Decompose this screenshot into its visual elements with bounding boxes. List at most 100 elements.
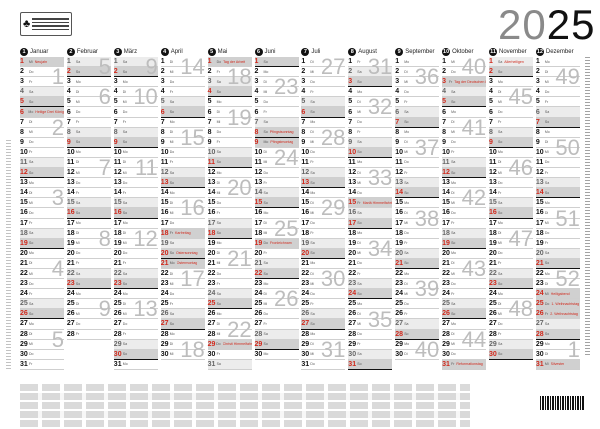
day-cell[interactable]: 7 Do (348, 118, 393, 128)
day-cell[interactable]: 22 Mo (395, 269, 440, 280)
day-cell[interactable]: 15 Do (207, 198, 252, 209)
day-cell[interactable]: 30 Do (442, 350, 487, 360)
day-cell[interactable]: 6 Mo (442, 107, 487, 118)
day-cell[interactable]: 9 Mi (301, 138, 346, 148)
day-cell[interactable]: 9 So (66, 137, 111, 148)
day-cell[interactable]: 10 Mo (66, 148, 111, 158)
day-cell[interactable]: 23 So (489, 279, 533, 290)
day-cell[interactable]: 1 Sa Allerheiligen (489, 57, 533, 68)
day-cell[interactable]: 24 Mo (489, 289, 533, 300)
day-cell[interactable]: 30 Sa (348, 349, 393, 360)
day-cell[interactable]: 22 Sa (66, 268, 111, 280)
day-cell[interactable]: 19 So (442, 238, 487, 249)
day-cell[interactable]: 14 Fr (113, 188, 158, 199)
day-cell[interactable]: 3 Mi (535, 77, 580, 88)
day-cell[interactable]: 12 So (20, 168, 64, 179)
day-cell[interactable]: 15 Sa (489, 198, 533, 209)
day-cell[interactable]: 5 Sa (160, 97, 205, 108)
day-cell[interactable]: 11 Fr (160, 158, 205, 169)
day-cell[interactable]: 29 Mi (20, 340, 64, 350)
day-cell[interactable]: 27 Sa (535, 319, 580, 330)
day-cell[interactable]: 19 Fr (535, 239, 580, 249)
day-cell[interactable]: 26 Fr 2. Weihnachtstag (535, 309, 580, 320)
day-cell[interactable]: 2 Mi (301, 67, 346, 78)
day-cell[interactable]: 29 Mo (395, 340, 440, 350)
day-cell[interactable]: 17 Mo (66, 219, 111, 229)
day-cell[interactable]: 16 Di (535, 208, 580, 219)
day-cell[interactable]: 30 Di (395, 350, 440, 360)
day-cell[interactable]: 23 Do (442, 279, 487, 290)
day-cell[interactable]: 2 Do (442, 67, 487, 78)
day-cell[interactable]: 6 Mo Heilige Drei Könige (20, 107, 64, 118)
day-cell[interactable]: 4 Sa (442, 87, 487, 98)
day-cell[interactable]: 8 So Pfingstsonntag (254, 127, 299, 138)
day-cell[interactable]: 19 Sa (160, 238, 205, 249)
day-cell[interactable]: 3 Mi (395, 77, 440, 88)
day-cell[interactable]: 7 Di (442, 118, 487, 128)
day-cell[interactable]: 25 So (207, 299, 252, 310)
day-cell[interactable]: 27 Do (113, 319, 158, 330)
day-cell[interactable]: 1 Mi (442, 57, 487, 68)
day-cell[interactable]: 20 Do (489, 249, 533, 259)
day-cell[interactable]: 16 Mi (160, 208, 205, 219)
day-cell[interactable]: 24 So (348, 289, 393, 300)
day-cell[interactable]: 3 Sa (207, 77, 252, 88)
day-cell[interactable]: 25 Fr (301, 299, 346, 310)
day-cell[interactable]: 5 Mi (489, 97, 533, 108)
day-cell[interactable]: 7 Fr (489, 118, 533, 128)
day-cell[interactable]: 25 Di (489, 299, 533, 310)
day-cell[interactable]: 9 So (489, 137, 533, 148)
day-cell[interactable]: 13 Do (66, 178, 111, 189)
day-cell[interactable]: 20 Mo (20, 249, 64, 259)
day-cell[interactable]: 5 So (442, 97, 487, 108)
day-cell[interactable]: 6 Mi (348, 107, 393, 118)
day-cell[interactable]: 8 Mo (395, 128, 440, 138)
day-cell[interactable]: 30 Do (20, 350, 64, 360)
day-cell[interactable]: 26 So (20, 309, 64, 320)
day-cell[interactable]: 11 Di (113, 158, 158, 169)
day-cell[interactable]: 8 Mi (442, 128, 487, 138)
day-cell[interactable]: 13 Mo (20, 178, 64, 189)
day-cell[interactable]: 25 Mo (348, 299, 393, 310)
day-cell[interactable]: 12 Fr (395, 168, 440, 179)
day-cell[interactable]: 18 Fr (301, 229, 346, 239)
day-cell[interactable]: 15 So (254, 198, 299, 209)
day-cell[interactable]: 21 Fr (113, 259, 158, 269)
day-cell[interactable]: 19 Di (348, 239, 393, 249)
day-cell[interactable]: 21 Sa (254, 258, 299, 269)
day-cell[interactable]: 22 Sa (113, 268, 158, 280)
day-cell[interactable]: 13 Di (207, 178, 252, 189)
day-cell[interactable]: 7 Mi (207, 118, 252, 128)
day-cell[interactable]: 24 Fr (20, 289, 64, 300)
day-cell[interactable]: 11 Do (395, 158, 440, 169)
day-cell[interactable]: 21 So (535, 258, 580, 269)
day-cell[interactable]: 2 Mi (160, 67, 205, 78)
day-cell[interactable]: 18 Sa (20, 228, 64, 239)
day-cell[interactable]: 26 Do (254, 309, 299, 320)
day-cell[interactable]: 26 Fr (395, 309, 440, 320)
day-cell[interactable]: 27 Sa (395, 319, 440, 330)
day-cell[interactable]: 9 Do (20, 138, 64, 148)
day-cell[interactable]: 5 Di (348, 97, 393, 108)
day-cell[interactable]: 10 Mi (535, 148, 580, 158)
day-cell[interactable]: 9 Di (395, 138, 440, 148)
day-cell[interactable]: 10 Fr (442, 148, 487, 158)
day-cell[interactable]: 3 Do (160, 77, 205, 88)
day-cell[interactable]: 28 Fr (113, 330, 158, 340)
day-cell[interactable]: 1 Mo (535, 57, 580, 68)
day-cell[interactable]: 27 Di (207, 319, 252, 330)
day-cell[interactable]: 4 Fr (160, 87, 205, 98)
day-cell[interactable]: 27 Mi (348, 319, 393, 330)
day-cell[interactable]: 20 Sa (535, 248, 580, 259)
day-cell[interactable]: 5 Fr (395, 97, 440, 108)
day-cell[interactable]: 26 Mi (489, 309, 533, 320)
day-cell[interactable]: 6 Do (489, 107, 533, 118)
day-cell[interactable]: 30 Fr (207, 350, 252, 360)
day-cell[interactable]: 30 Mo (254, 350, 299, 360)
day-cell[interactable]: 13 Sa (535, 178, 580, 189)
day-cell[interactable]: 26 Mo (207, 309, 252, 320)
day-cell[interactable]: 4 Mi (254, 87, 299, 98)
day-cell[interactable]: 2 So (66, 67, 111, 78)
day-cell[interactable]: 15 Mi (442, 198, 487, 209)
